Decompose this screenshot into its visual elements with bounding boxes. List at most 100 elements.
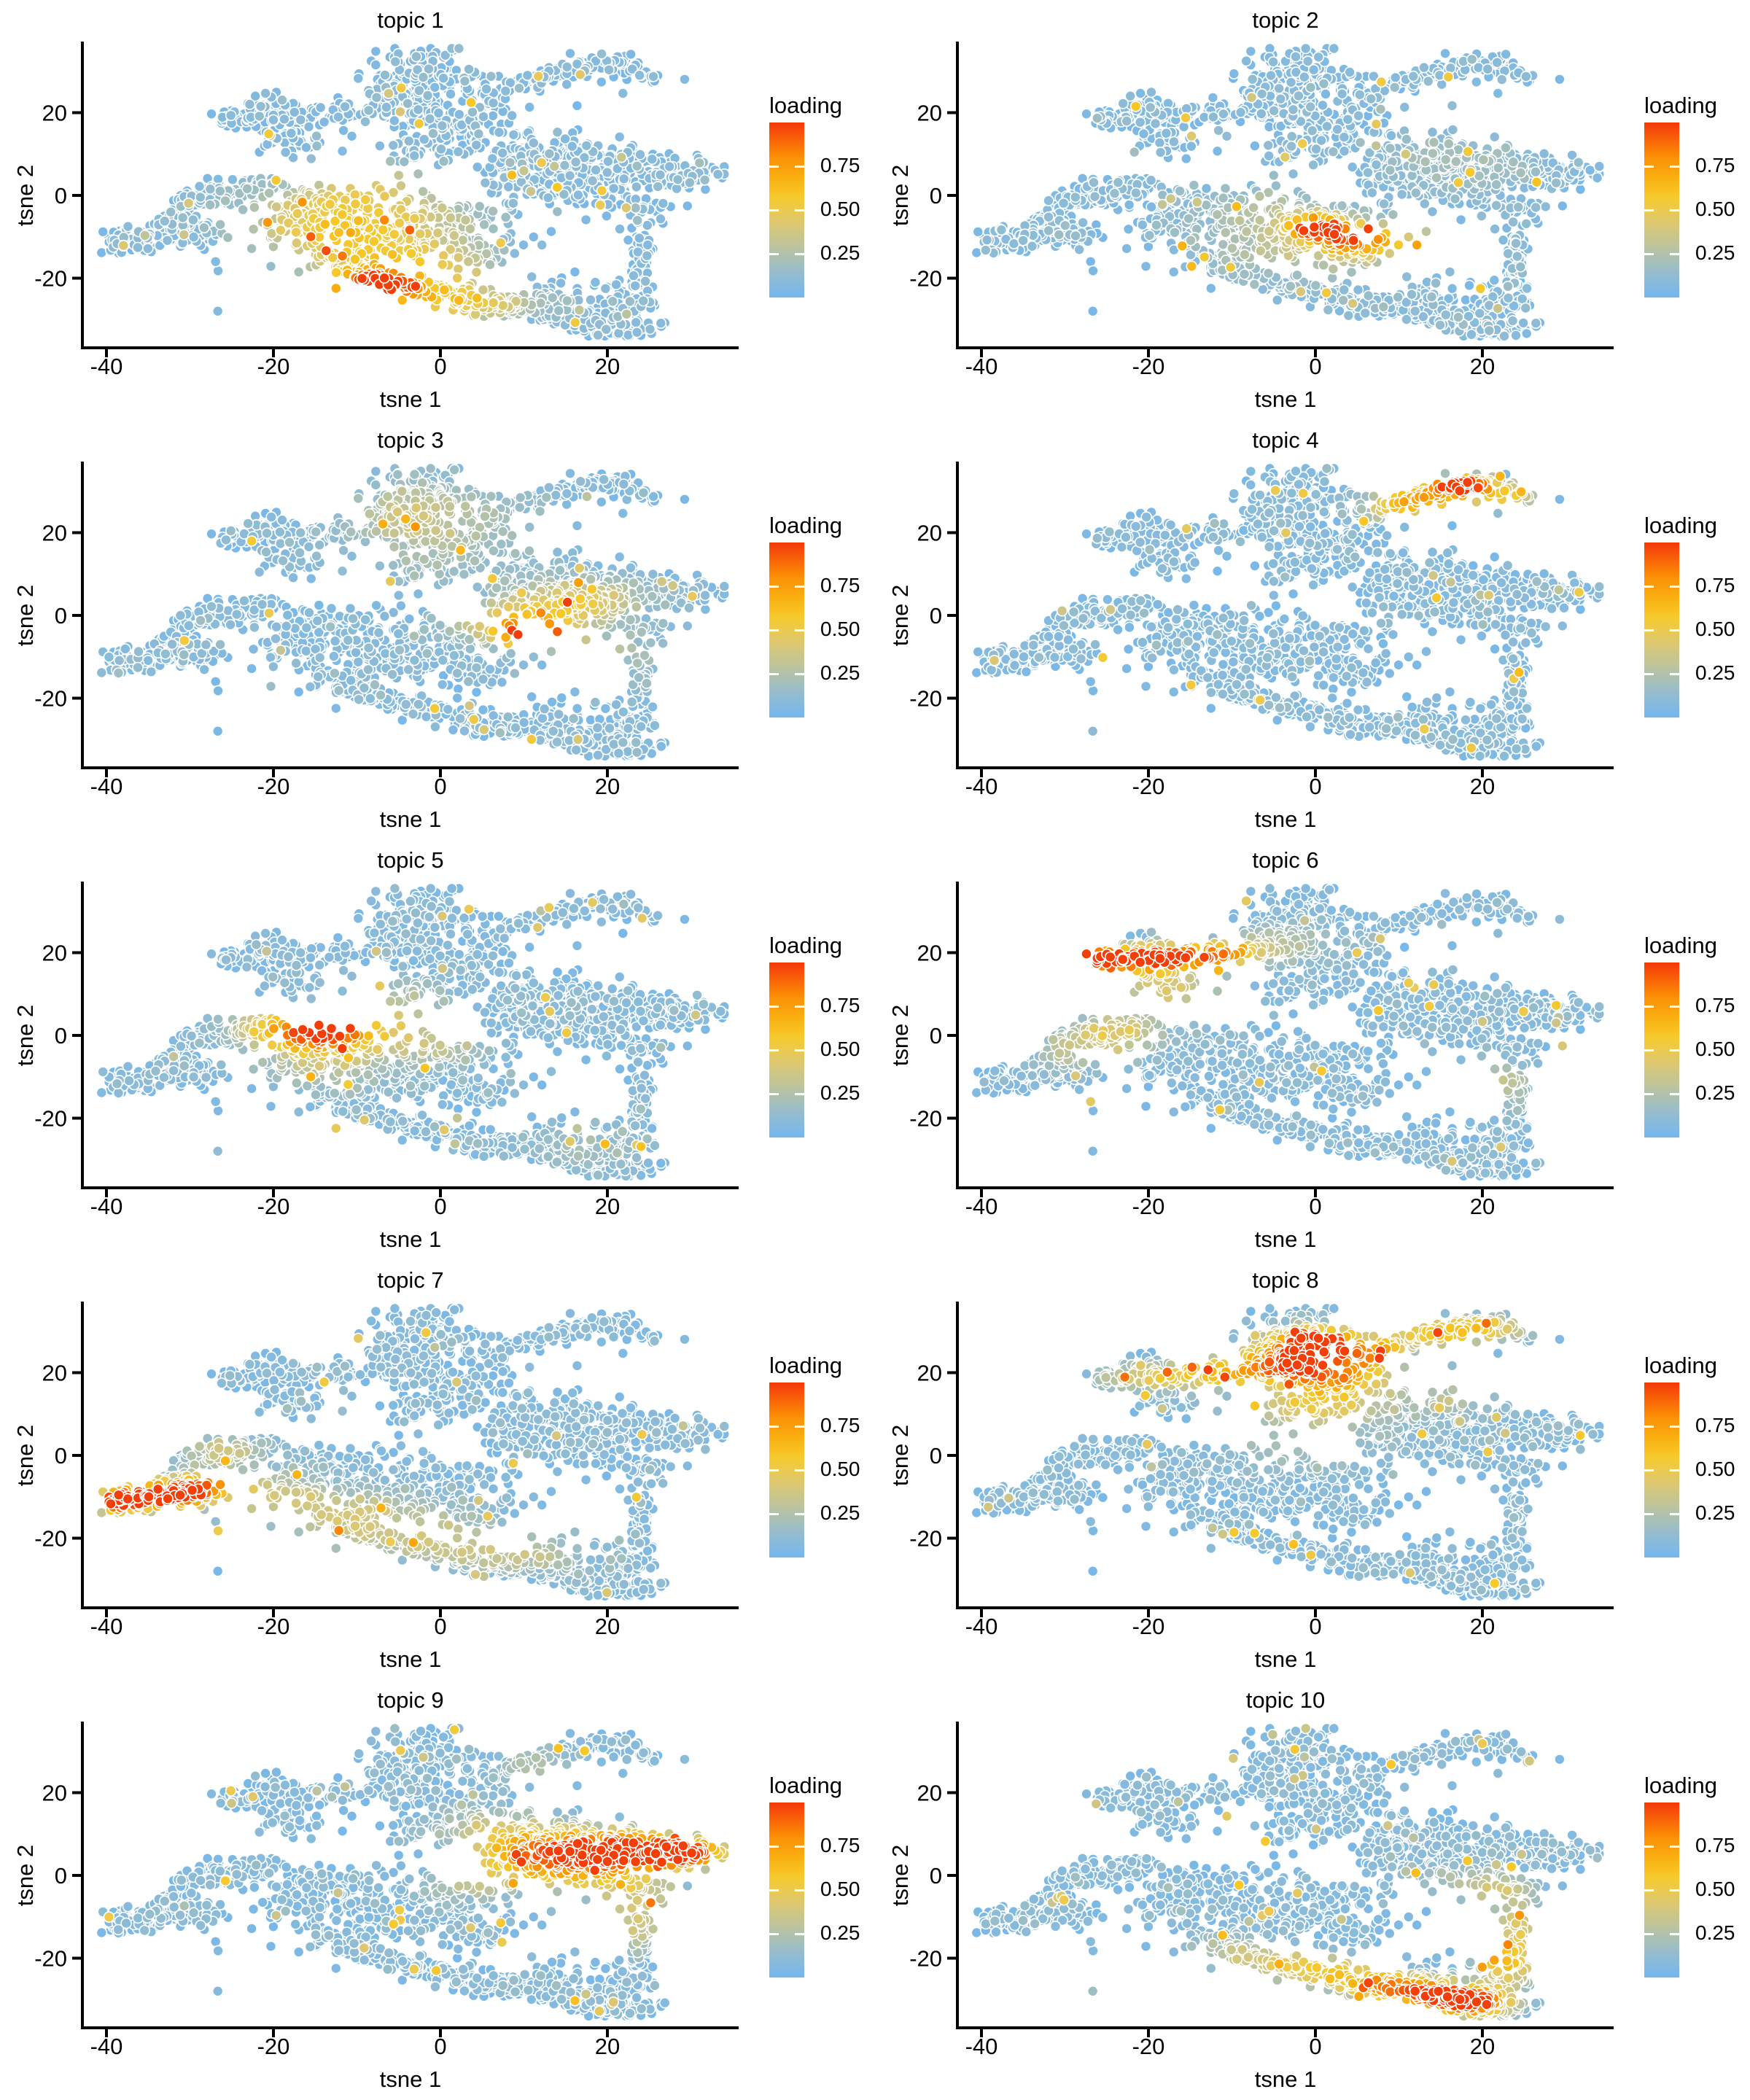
y-tick-label: -20: [34, 1106, 67, 1132]
legend-colorbar: [769, 962, 804, 1138]
legend-bar-tick: [795, 585, 804, 588]
legend-tick-label: 0.75: [1695, 995, 1750, 1016]
y-tick-label: 0: [55, 603, 67, 629]
legend-tick-label: 0.75: [820, 995, 875, 1016]
x-tick-label: -40: [965, 2034, 998, 2059]
legend-bar-tick: [769, 1425, 779, 1428]
x-tick-label: -40: [965, 1194, 998, 1219]
legend-colorbar: [1644, 122, 1679, 298]
x-tick-label: 20: [1470, 2034, 1495, 2059]
x-tick-label: -20: [1132, 354, 1165, 379]
legend-bar-tick: [1670, 629, 1679, 631]
legend-bar-tick: [1670, 672, 1679, 675]
y-tick-label: -20: [34, 686, 67, 712]
legend-title: loading: [1644, 1353, 1717, 1378]
legend-title: loading: [1644, 93, 1717, 118]
legend-title: loading: [1644, 933, 1717, 958]
legend-bar-tick: [769, 1932, 779, 1935]
legend-bar-tick: [1670, 1425, 1679, 1428]
legend-tick-label: 0.75: [820, 1415, 875, 1436]
y-tick-label: 0: [55, 1863, 67, 1889]
points-layer: [971, 1722, 1606, 2022]
x-tick-label: 20: [595, 1194, 620, 1219]
y-tick-label: 20: [917, 941, 942, 966]
x-tick-label: -20: [257, 774, 290, 799]
tsne-panel: -40 -20 0 20 20 0 -20 topic 6 tsne 1 tsne 2 lo…: [875, 840, 1750, 1260]
x-axis-label: tsne 1: [957, 807, 1614, 833]
y-tick-label: 20: [42, 1781, 67, 1806]
x-tick-label: 20: [1470, 774, 1495, 799]
legend-bar-tick: [769, 1845, 779, 1848]
x-tick-label: 20: [1470, 354, 1495, 379]
legend-bar-tick: [1644, 672, 1654, 675]
legend-tick-label: 0.50: [1695, 1459, 1750, 1479]
loading-colorbar-legend: loading 0.75 0.50 0.25: [1641, 933, 1750, 1167]
legend-bar-tick: [795, 1005, 804, 1008]
y-axis-label: tsne 2: [887, 1382, 914, 1528]
x-tick-label: 20: [595, 1614, 620, 1639]
tsne-panel: -40 -20 0 20 20 0 -20 topic 7 tsne 1 tsne 2 lo…: [0, 1260, 875, 1680]
legend-bar-tick: [1670, 1512, 1679, 1515]
legend-tick-label: 0.75: [1695, 1415, 1750, 1436]
legend-bar-tick: [795, 252, 804, 255]
x-axis-label: tsne 1: [82, 1647, 739, 1673]
x-tick-label: -20: [257, 2034, 290, 2059]
legend-bar-tick: [1670, 1469, 1679, 1471]
tsne-scatter-canvas: -40 -20 0 20 20 0 -20: [34, 882, 739, 1219]
legend-tick-label: 0.75: [820, 575, 875, 596]
legend-bar-tick: [1670, 1005, 1679, 1008]
x-tick-label: 20: [1470, 1614, 1495, 1639]
x-tick-label: 0: [434, 1194, 446, 1219]
legend-colorbar: [1644, 962, 1679, 1138]
tsne-scatter-canvas: -40 -20 0 20 20 0 -20: [34, 462, 739, 799]
axis-layer: -40 -20 0 20 20 0 -20: [34, 42, 739, 379]
x-tick-label: -40: [90, 1614, 123, 1639]
x-tick-label: -20: [257, 1194, 290, 1219]
x-tick-label: -40: [965, 354, 998, 379]
legend-bar-tick: [769, 252, 779, 255]
legend-tick-label: 0.25: [1695, 1083, 1750, 1103]
tsne-panel: -40 -20 0 20 20 0 -20 topic 10 tsne 1 tsne 2 l…: [875, 1680, 1750, 2100]
x-tick-label: -40: [90, 2034, 123, 2059]
y-axis-label: tsne 2: [12, 542, 39, 688]
legend-bar-tick: [769, 165, 779, 168]
axis-layer: -40 -20 0 20 20 0 -20: [34, 462, 739, 799]
x-axis-label: tsne 1: [957, 1227, 1614, 1253]
legend-bar-tick: [1644, 252, 1654, 255]
y-tick-label: -20: [909, 266, 942, 292]
legend-colorbar: [1644, 1802, 1679, 1978]
legend-title: loading: [769, 513, 842, 538]
x-tick-label: -20: [1132, 1194, 1165, 1219]
y-tick-label: -20: [909, 1106, 942, 1132]
y-tick-label: 0: [930, 1023, 942, 1049]
legend-bar-tick: [1644, 1845, 1654, 1848]
legend-colorbar: [769, 542, 804, 718]
axis-layer: -40 -20 0 20 20 0 -20: [34, 1302, 739, 1639]
y-axis-label: tsne 2: [887, 1802, 914, 1948]
loading-colorbar-legend: loading 0.75 0.50 0.25: [766, 93, 875, 327]
legend-tick-label: 0.25: [820, 663, 875, 683]
legend-tick-label: 0.50: [820, 199, 875, 219]
x-tick-label: -40: [90, 1194, 123, 1219]
legend-tick-label: 0.75: [820, 1835, 875, 1856]
legend-bar-tick: [1644, 1932, 1654, 1935]
panel-title: topic 10: [957, 1688, 1614, 1714]
legend-bar-tick: [795, 629, 804, 631]
points-layer: [96, 1722, 731, 2022]
legend-bar-tick: [1670, 165, 1679, 168]
x-axis-label: tsne 1: [82, 1227, 739, 1253]
legend-bar-tick: [1644, 629, 1654, 631]
legend-bar-tick: [769, 585, 779, 588]
legend-title: loading: [769, 93, 842, 118]
tsne-panel: -40 -20 0 20 20 0 -20 topic 1 tsne 1 tsne 2 lo…: [0, 0, 875, 420]
legend-colorbar: [769, 1382, 804, 1558]
loading-colorbar-legend: loading 0.75 0.50 0.25: [766, 933, 875, 1167]
panel-title: topic 3: [82, 428, 739, 454]
legend-title: loading: [1644, 513, 1717, 538]
x-tick-label: -20: [1132, 2034, 1165, 2059]
y-axis-label: tsne 2: [12, 1382, 39, 1528]
legend-bar-tick: [1670, 1092, 1679, 1095]
y-tick-label: 20: [42, 521, 67, 546]
y-tick-label: 20: [42, 941, 67, 966]
